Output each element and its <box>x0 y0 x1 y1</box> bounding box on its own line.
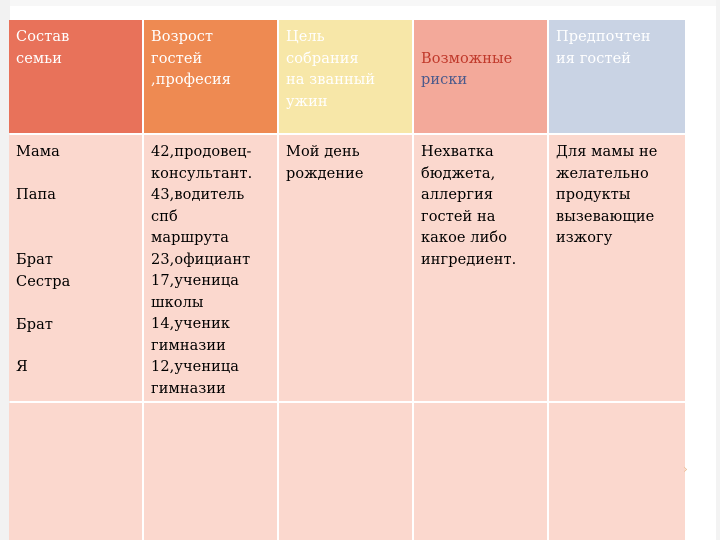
slide-left-edge <box>0 0 10 540</box>
empty-cell-4 <box>414 403 547 540</box>
header-risks-line2: риски <box>421 72 468 88</box>
member-papa: Папа <box>16 187 56 203</box>
header-possible-risks: Возможные риски <box>414 20 547 133</box>
empty-cell-1 <box>9 403 142 540</box>
ages-professions-cell: 42,продовец- консультант. 43,водитель сп… <box>144 135 277 401</box>
family-dinner-table: Состав семьи Возрост гостей ,професия Це… <box>9 20 685 540</box>
member-mama: Мама <box>16 144 60 160</box>
members-cell: Мама Папа Брат Сестра Брат Я <box>9 135 142 401</box>
member-self: Я <box>16 359 28 375</box>
header-risks-text: Возможные риски <box>421 51 512 89</box>
slide-right-edge <box>716 0 720 540</box>
member-brother: Брат <box>16 317 54 333</box>
risks-cell: Нехватка бюджета, аллергия гостей на как… <box>414 135 547 401</box>
empty-cell-2 <box>144 403 277 540</box>
header-risks-line1: Возможные <box>421 50 513 67</box>
header-family-composition: Состав семьи <box>9 20 142 133</box>
slide-edge-mark: › <box>683 462 688 476</box>
member-siblings: Брат Сестра <box>16 252 71 290</box>
header-dinner-purpose: Цель собрания на званный ужин <box>279 20 412 133</box>
empty-cell-5 <box>549 403 685 540</box>
purpose-cell: Мой день рождение <box>279 135 412 401</box>
preferences-cell: Для мамы не желательно продукты вызевающ… <box>549 135 685 401</box>
header-guest-age-profession: Возрост гостей ,професия <box>144 20 277 133</box>
empty-cell-3 <box>279 403 412 540</box>
header-guest-preferences: Предпочтен ия гостей <box>549 20 685 133</box>
slide-top-edge <box>0 0 720 6</box>
